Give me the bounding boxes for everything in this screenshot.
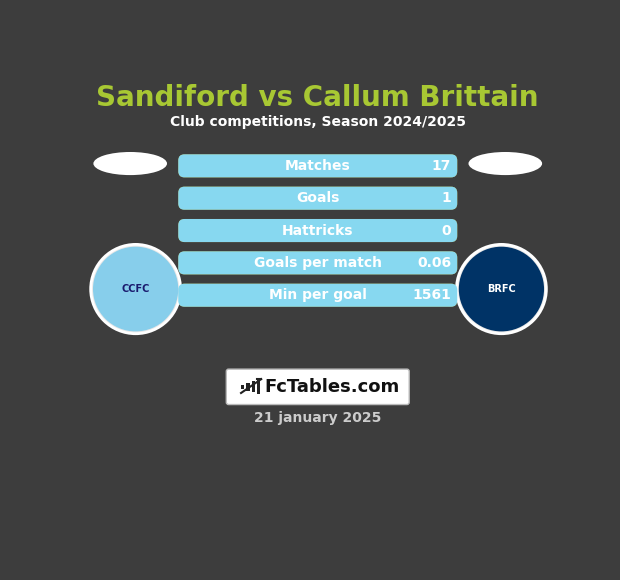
FancyBboxPatch shape	[179, 219, 458, 242]
Ellipse shape	[94, 152, 167, 175]
FancyBboxPatch shape	[179, 187, 458, 210]
Text: 1561: 1561	[412, 288, 451, 302]
Text: Club competitions, Season 2024/2025: Club competitions, Season 2024/2025	[170, 115, 466, 129]
FancyBboxPatch shape	[179, 154, 458, 177]
Text: Matches: Matches	[285, 159, 351, 173]
FancyBboxPatch shape	[179, 219, 458, 242]
Circle shape	[91, 244, 180, 333]
FancyBboxPatch shape	[179, 187, 458, 210]
Text: Sandiford vs Callum Brittain: Sandiford vs Callum Brittain	[97, 84, 539, 112]
Text: Hattricks: Hattricks	[282, 223, 353, 238]
Circle shape	[456, 244, 546, 333]
Text: 0: 0	[441, 223, 451, 238]
Text: 17: 17	[432, 159, 451, 173]
Ellipse shape	[469, 152, 542, 175]
FancyBboxPatch shape	[179, 251, 458, 274]
Text: FcTables.com: FcTables.com	[264, 378, 399, 396]
FancyBboxPatch shape	[226, 369, 409, 405]
Bar	[252, 382, 255, 392]
FancyBboxPatch shape	[179, 251, 458, 274]
Text: 21 january 2025: 21 january 2025	[254, 411, 381, 425]
Text: Goals per match: Goals per match	[254, 256, 382, 270]
Circle shape	[93, 246, 179, 331]
Bar	[247, 383, 249, 391]
Text: Goals: Goals	[296, 191, 339, 205]
Text: Min per goal: Min per goal	[269, 288, 366, 302]
Circle shape	[459, 246, 544, 331]
Text: 0.06: 0.06	[417, 256, 451, 270]
FancyBboxPatch shape	[179, 154, 458, 177]
Bar	[241, 385, 244, 389]
Text: CCFC: CCFC	[122, 284, 150, 294]
Bar	[257, 380, 260, 394]
Text: 1: 1	[441, 191, 451, 205]
Text: BRFC: BRFC	[487, 284, 516, 294]
FancyBboxPatch shape	[179, 284, 458, 307]
FancyBboxPatch shape	[179, 284, 458, 307]
